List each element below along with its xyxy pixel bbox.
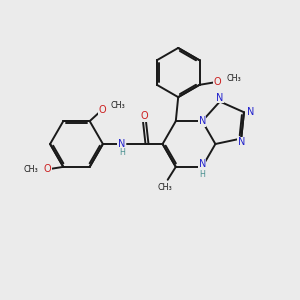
Text: O: O (44, 164, 52, 174)
Text: CH₃: CH₃ (158, 183, 173, 192)
Text: O: O (98, 105, 106, 115)
Text: N: N (216, 93, 224, 103)
Text: N: N (247, 107, 254, 117)
Text: O: O (213, 77, 221, 87)
Text: N: N (118, 139, 125, 149)
Text: N: N (199, 116, 206, 126)
Text: CH₃: CH₃ (226, 74, 241, 83)
Text: H: H (119, 148, 125, 157)
Text: CH₃: CH₃ (24, 165, 39, 174)
Text: H: H (199, 169, 205, 178)
Text: N: N (238, 137, 245, 147)
Text: O: O (140, 111, 148, 122)
Text: N: N (199, 160, 206, 170)
Text: CH₃: CH₃ (110, 101, 125, 110)
